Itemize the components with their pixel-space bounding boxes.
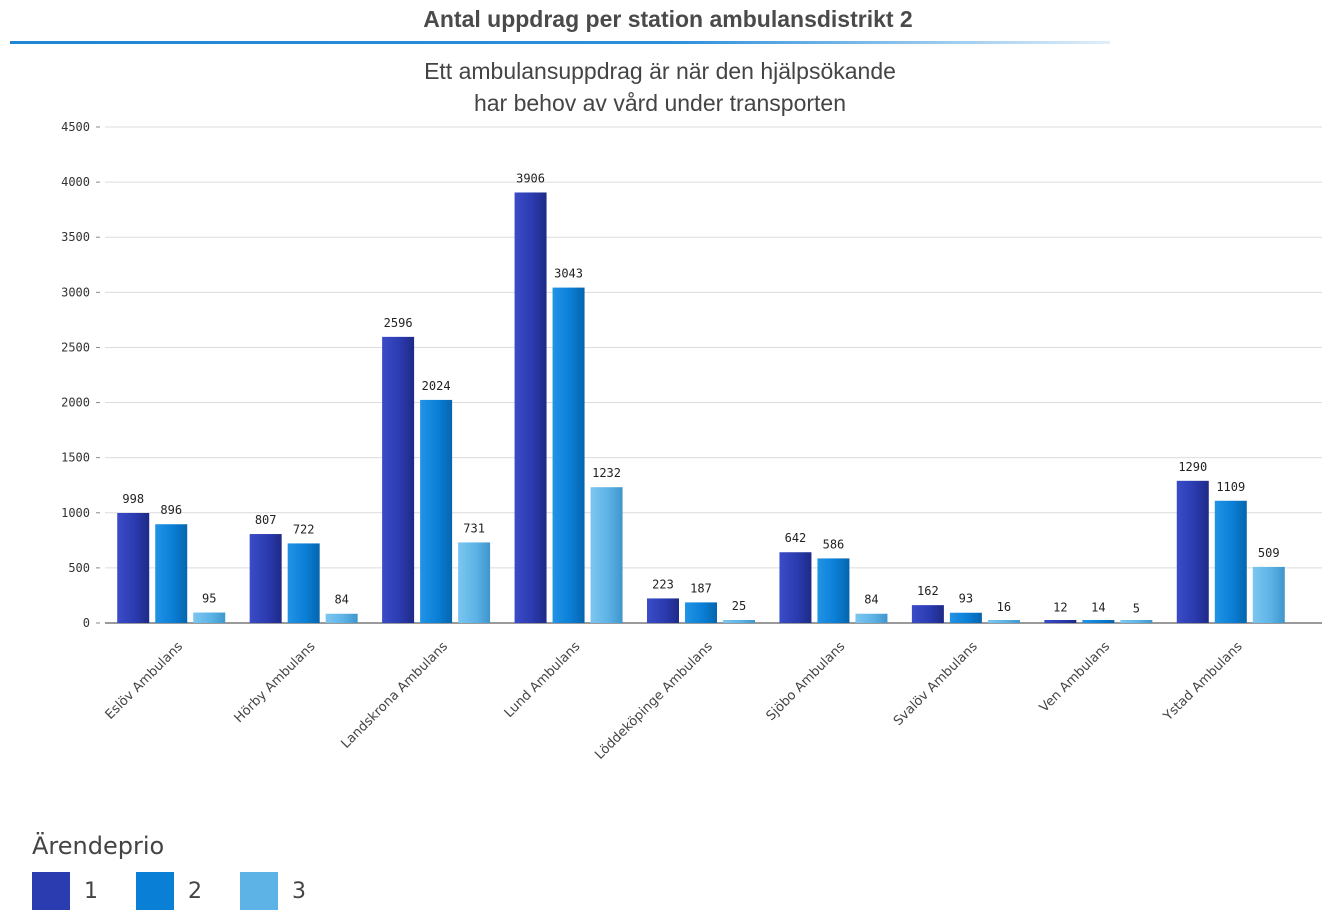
bar-series-1 (779, 552, 812, 623)
y-tick-label: 1000 (61, 506, 90, 520)
y-tick-label: 3500 (61, 230, 90, 244)
data-label: 807 (255, 513, 277, 527)
data-label: 2596 (384, 316, 413, 330)
legend-label: 2 (188, 878, 202, 904)
bar-series-2 (420, 399, 453, 623)
x-category-label: Hörby Ambulans (232, 639, 319, 726)
data-label: 1290 (1178, 460, 1207, 474)
bar-series-3 (193, 612, 226, 623)
data-label: 16 (997, 600, 1011, 614)
data-label: 223 (652, 577, 674, 591)
x-category-label: Eslöv Ambulans (103, 639, 187, 723)
data-label: 84 (334, 593, 348, 607)
bar-series-1 (1044, 620, 1077, 623)
bar-series-2 (817, 558, 850, 623)
bar-series-1 (382, 336, 415, 623)
chart-subtitle: Ett ambulansuppdrag är när den hjälpsöka… (0, 55, 1320, 119)
x-category-label: Löddeköpinge Ambulans (592, 639, 716, 763)
legend-item-2: 2 (136, 872, 222, 910)
bar-series-1 (911, 605, 944, 623)
chart-title: Antal uppdrag per station ambulansdistri… (423, 6, 913, 32)
subtitle-line-2: har behov av vård under transporten (473, 90, 847, 116)
data-label: 3906 (516, 171, 545, 185)
data-label: 586 (823, 537, 845, 551)
data-label: 722 (293, 522, 315, 536)
bar-series-3 (325, 613, 358, 623)
y-tick-label: 3000 (61, 285, 90, 299)
subtitle-line-1: Ett ambulansuppdrag är när den hjälpsöka… (424, 58, 896, 84)
bar-series-3 (1252, 566, 1285, 623)
data-label: 1109 (1216, 480, 1245, 494)
data-label: 642 (785, 531, 807, 545)
legend-title: Ärendeprio (32, 832, 165, 860)
legend-label: 3 (292, 878, 306, 904)
bar-series-3 (1120, 620, 1153, 623)
bar-series-2 (949, 612, 982, 623)
data-label: 93 (959, 592, 973, 606)
bar-series-1 (1176, 480, 1209, 623)
y-tick-label: 4500 (61, 120, 90, 134)
legend: 1 2 3 (32, 872, 344, 910)
bar-series-2 (1082, 620, 1115, 623)
labels-layer: 998 896 95 Eslöv Ambulans 807 722 84 Hörby Ambu… (103, 171, 1280, 762)
x-category-label: Sjöbo Ambulans (764, 639, 849, 724)
data-label: 25 (732, 599, 746, 613)
legend-swatch (136, 872, 174, 910)
legend-swatch (240, 872, 278, 910)
bar-series-2 (685, 602, 717, 623)
data-label: 896 (160, 503, 182, 517)
data-label: 95 (202, 592, 216, 606)
bar-series-1 (514, 192, 547, 624)
bar-series-2 (552, 287, 585, 623)
bar-series-3 (855, 613, 888, 623)
x-category-label: Ystad Ambulans (1160, 639, 1246, 725)
bar-series-1 (117, 512, 150, 623)
legend-swatch (32, 872, 70, 910)
legend-item-1: 1 (32, 872, 118, 910)
bar-series-2 (155, 524, 188, 623)
x-category-label: Ven Ambulans (1037, 639, 1113, 715)
data-label: 3043 (554, 267, 583, 281)
data-label: 998 (122, 492, 144, 506)
data-label: 14 (1091, 600, 1105, 614)
bar-series-1 (647, 598, 679, 623)
bar-chart: 0 500 1000 1500 2000 2500 3000 3500 4000 4500 998… (61, 120, 1322, 763)
bar-series-3 (723, 620, 755, 623)
bar-series-3 (987, 620, 1020, 623)
data-label: 12 (1053, 601, 1067, 615)
x-category-label: Landskrona Ambulans (339, 639, 452, 752)
data-label: 162 (917, 584, 939, 598)
title-underline (10, 41, 1110, 44)
bars-layer (117, 192, 1285, 624)
data-label: 187 (690, 581, 712, 595)
bar-series-2 (287, 543, 320, 623)
data-label: 2024 (422, 379, 451, 393)
y-tick-label: 2500 (61, 340, 90, 354)
legend-label: 1 (84, 878, 98, 904)
bar-series-3 (458, 542, 491, 623)
bar-series-2 (1214, 500, 1247, 623)
data-label: 509 (1258, 546, 1280, 560)
data-label: 1232 (592, 466, 621, 480)
y-tick-label: 0 (83, 616, 90, 630)
x-category-label: Svalöv Ambulans (891, 639, 981, 729)
legend-item-3: 3 (240, 872, 326, 910)
y-tick-label: 4000 (61, 175, 90, 189)
data-label: 84 (864, 593, 878, 607)
y-tick-label: 2000 (61, 396, 90, 410)
y-tick-label: 500 (68, 561, 90, 575)
bar-series-1 (249, 534, 282, 623)
bar-series-3 (590, 487, 623, 623)
y-tick-label: 1500 (61, 451, 90, 465)
x-category-label: Lund Ambulans (502, 639, 584, 721)
data-label: 5 (1133, 601, 1140, 615)
data-label: 731 (463, 521, 485, 535)
